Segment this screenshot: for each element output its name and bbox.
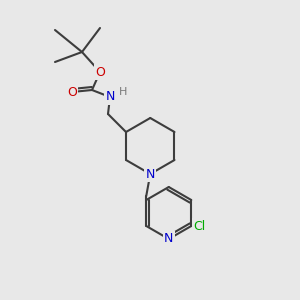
Text: O: O <box>95 65 105 79</box>
Text: Cl: Cl <box>193 220 206 232</box>
Text: H: H <box>119 87 127 97</box>
Text: N: N <box>105 91 115 103</box>
Text: N: N <box>164 232 173 245</box>
Text: O: O <box>67 85 77 98</box>
Text: N: N <box>146 167 155 181</box>
